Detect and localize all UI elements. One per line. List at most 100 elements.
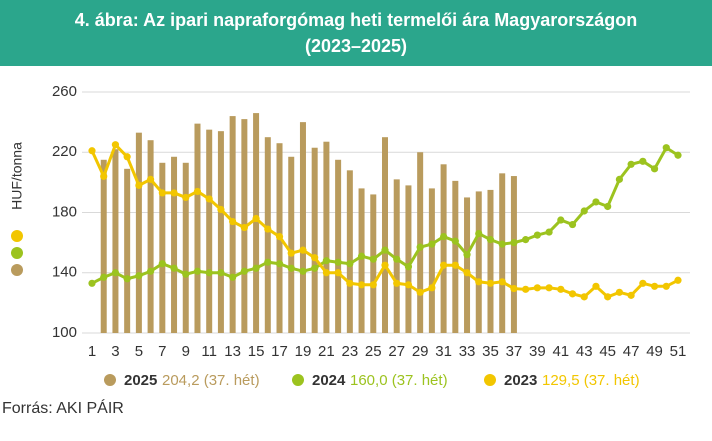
bar [124, 168, 131, 333]
legend-label: 2024 [312, 372, 346, 389]
line-marker [627, 160, 635, 168]
line-marker [522, 285, 530, 293]
legend-label: 2025 [124, 372, 157, 389]
line-marker [451, 237, 459, 245]
bar [440, 164, 447, 333]
line-marker [111, 141, 120, 149]
line-marker [522, 236, 530, 244]
line-marker [604, 202, 612, 211]
line-marker [287, 264, 295, 272]
line-marker [229, 217, 237, 226]
line-marker [674, 276, 682, 284]
bar [405, 185, 412, 333]
bar [417, 152, 424, 333]
line-marker [545, 284, 553, 292]
line-marker [381, 246, 389, 254]
legend-note: 160,0 (37. hét) [350, 372, 448, 389]
y-tick-label: 140 [52, 264, 77, 281]
line-marker [158, 189, 166, 197]
bar [159, 162, 166, 333]
line-marker [123, 153, 131, 161]
line-marker [205, 195, 213, 203]
x-tick-label: 45 [599, 343, 616, 360]
bar [464, 197, 471, 333]
line-marker [369, 255, 377, 263]
bar [253, 113, 260, 334]
bar [135, 132, 142, 333]
x-tick-label: 15 [248, 343, 265, 360]
line-marker [404, 263, 413, 271]
line-marker [381, 261, 389, 269]
line-marker [334, 258, 342, 266]
bar [182, 162, 189, 333]
bar [112, 149, 119, 333]
line-marker [440, 233, 448, 241]
bar [299, 122, 306, 333]
bar [452, 180, 459, 333]
bar [510, 176, 517, 333]
line-marker [193, 187, 202, 196]
line-marker [147, 267, 155, 275]
line-marker [287, 249, 295, 257]
line-marker [111, 269, 120, 277]
bar [217, 131, 224, 333]
legend-label: 2023 [504, 372, 537, 389]
bar [499, 173, 506, 333]
x-tick-label: 51 [670, 343, 687, 360]
line-marker [498, 278, 506, 286]
line-marker [275, 233, 284, 241]
line-marker [463, 269, 471, 277]
x-tick-label: 19 [295, 343, 312, 360]
line-marker [393, 255, 401, 263]
bar [475, 191, 482, 333]
x-tick-label: 39 [529, 343, 546, 360]
line-marker [650, 165, 659, 173]
line-marker [604, 293, 612, 301]
line-marker [123, 275, 131, 283]
y-axis-label: HUF/tonna [9, 142, 25, 210]
line-marker [639, 279, 647, 287]
x-tick-label: 27 [388, 343, 405, 360]
x-tick-label: 37 [506, 343, 523, 360]
line-marker [568, 290, 577, 298]
x-tick-label: 43 [576, 343, 593, 360]
bar [311, 147, 318, 333]
line-marker [252, 264, 260, 272]
line-marker [264, 258, 272, 266]
line-marker [428, 240, 436, 248]
line-marker [322, 269, 330, 277]
line-marker [627, 291, 635, 299]
line-marker [393, 279, 401, 287]
line-marker [369, 281, 377, 289]
line-marker [404, 281, 413, 289]
bar [382, 137, 388, 333]
legend-note: 129,5 (37. hét) [542, 372, 640, 389]
line-marker [510, 284, 518, 293]
bar [206, 129, 213, 333]
bar [171, 156, 178, 333]
line-marker [545, 228, 553, 236]
legend-marker [292, 374, 304, 386]
line-marker [299, 267, 307, 275]
line-marker [311, 264, 319, 272]
x-tick-label: 3 [111, 343, 119, 360]
x-tick-label: 35 [482, 343, 499, 360]
legend-marker [484, 374, 496, 386]
line-marker [357, 252, 366, 260]
title-banner [0, 0, 712, 66]
line-marker [486, 279, 495, 287]
line-marker [275, 260, 284, 268]
bar [323, 141, 330, 333]
line-marker [557, 216, 565, 224]
line-marker [252, 214, 260, 223]
line-marker [311, 254, 319, 262]
line-marker [615, 175, 624, 183]
line-marker [592, 282, 600, 290]
line-marker [240, 267, 248, 275]
x-tick-label: 9 [182, 343, 190, 360]
line-marker [193, 267, 202, 275]
line-marker [592, 198, 600, 206]
x-tick-label: 47 [623, 343, 640, 360]
line-marker [639, 157, 647, 165]
